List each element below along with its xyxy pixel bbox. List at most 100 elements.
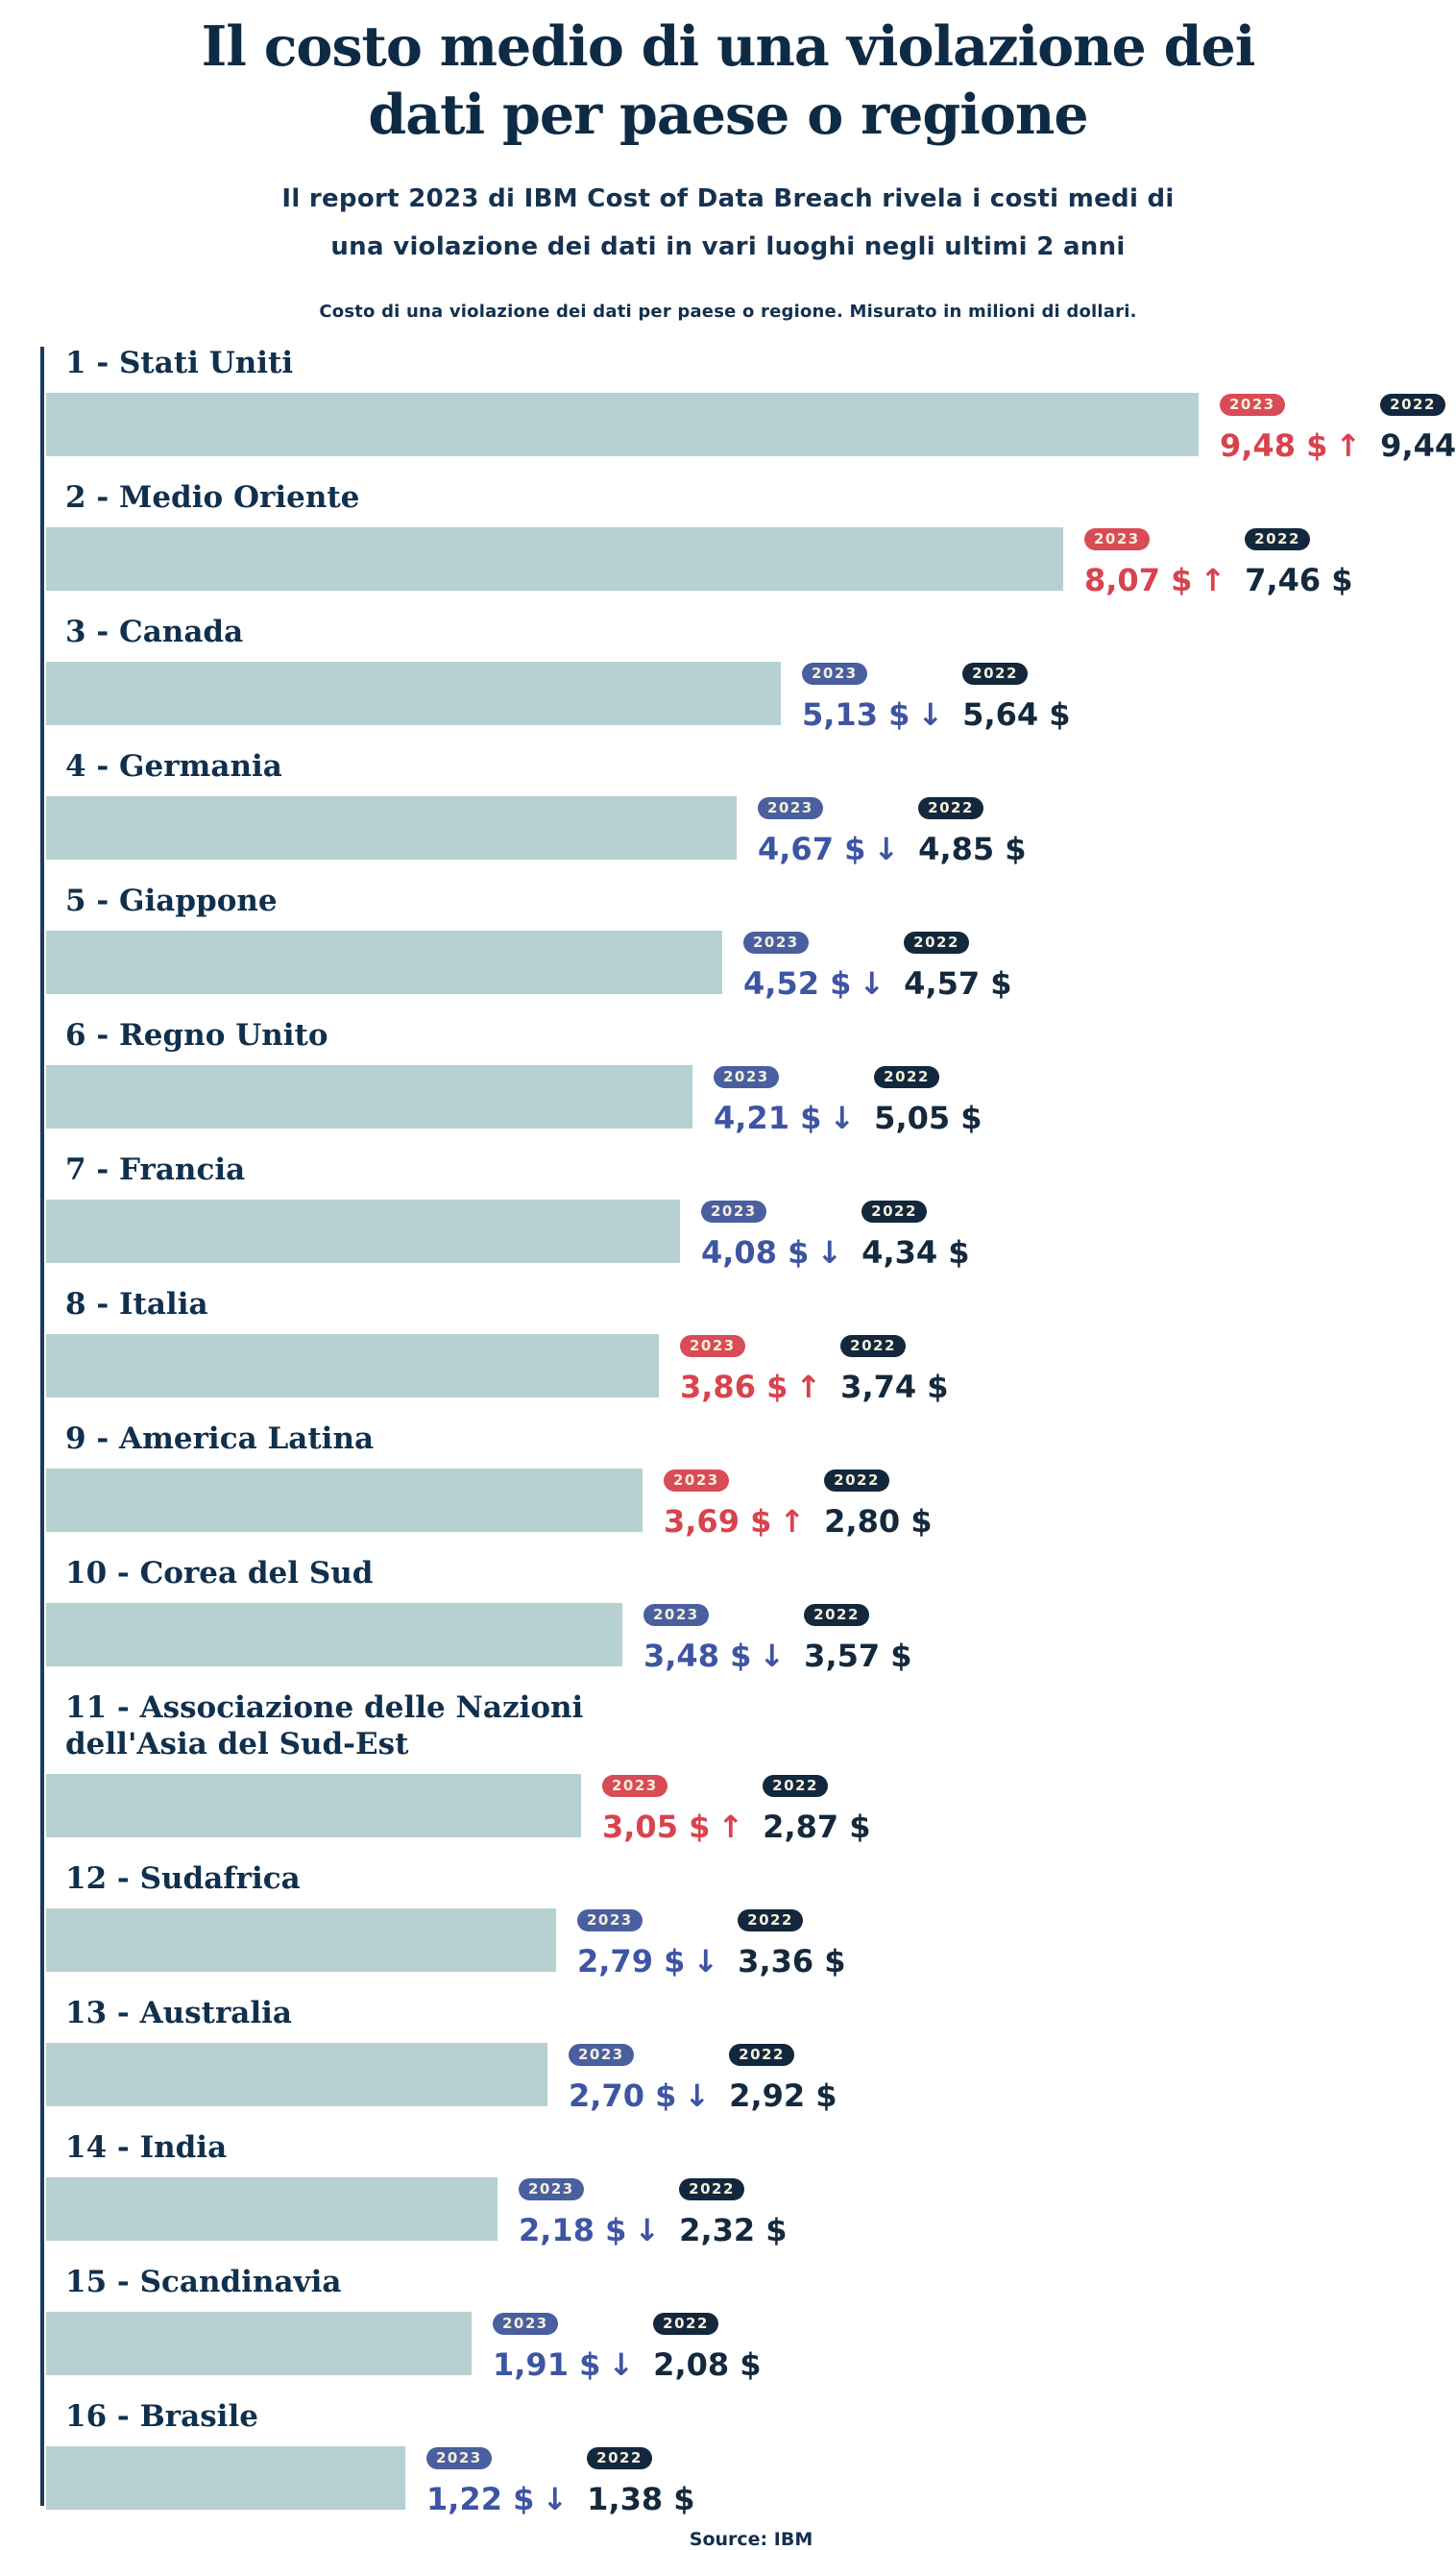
stat-2022: 2022 3,57 $ [804,1604,912,1675]
chart-row: 4 - Germania 2023 4,67 $ ↓ 2022 4,85 $ [46,748,1456,865]
value-2022: 3,74 $ [840,1369,949,1406]
row-stats: 2023 5,13 $ ↓ 2022 5,64 $ [802,662,1071,731]
badge-2023: 2023 [701,1201,766,1224]
page-subtitle-line1: Il report 2023 di IBM Cost of Data Breac… [281,184,1175,214]
trend-arrow-icon: ↓ [634,2212,661,2249]
trend-arrow-icon: ↓ [692,1943,719,1980]
bar-line: 2023 3,86 $ ↑ 2022 3,74 $ [46,1334,1456,1403]
value-2022: 5,64 $ [962,696,1071,734]
stat-2022: 2022 2,92 $ [729,2044,837,2112]
row-label: 2 - Medio Oriente [65,480,360,516]
stat-2022: 2022 2,08 $ [653,2313,762,2381]
bar [46,2446,405,2511]
row-stats: 2023 2,18 $ ↓ 2022 2,32 $ [519,2177,788,2246]
stat-2022: 2022 2,87 $ [763,1775,871,1843]
badge-2022: 2022 [824,1469,889,1493]
stat-2023: 2023 3,86 $ ↑ [680,1335,821,1403]
trend-arrow-icon: ↑ [1335,427,1362,465]
bar-line: 2023 4,21 $ ↓ 2022 5,05 $ [46,1065,1456,1134]
value-2023: 8,07 $ [1084,562,1193,599]
row-stats: 2023 2,70 $ ↓ 2022 2,92 $ [569,2043,837,2112]
chart-row: 7 - Francia 2023 4,08 $ ↓ 2022 4,34 $ [46,1152,1456,1269]
value-2022: 3,36 $ [738,1943,846,1980]
stat-2022: 2022 2,80 $ [824,1469,933,1538]
badge-2023: 2023 [577,1909,643,1932]
bar [46,2043,547,2107]
bar [46,1469,643,1533]
badge-2023: 2023 [569,2044,634,2067]
row-label: 6 - Regno Unito [65,1018,328,1054]
stat-2022: 2022 9,44 $ [1380,394,1456,462]
stat-2023: 2023 9,48 $ ↑ [1220,394,1361,462]
badge-2023: 2023 [643,1604,709,1627]
trend-arrow-icon: ↓ [816,1234,843,1272]
row-label: 16 - Brasile [65,2399,258,2435]
value-2022: 2,32 $ [679,2212,788,2249]
page-subtitle-line2: una violazione dei dati in vari luoghi n… [330,231,1126,261]
value-2023-wrap: 4,08 $ ↓ [701,1236,842,1269]
value-2023-wrap: 5,13 $ ↓ [802,698,943,731]
stat-2023: 2023 3,48 $ ↓ [643,1604,785,1672]
badge-2022: 2022 [1245,528,1310,551]
trend-arrow-icon: ↓ [759,1638,786,1675]
row-stats: 2023 4,52 $ ↓ 2022 4,57 $ [743,931,1012,1000]
chart-row: 3 - Canada 2023 5,13 $ ↓ 2022 5,64 $ [46,614,1456,731]
bar [46,2312,472,2376]
value-2023: 1,91 $ [493,2346,601,2384]
stat-2023: 2023 1,91 $ ↓ [493,2313,634,2381]
row-stats: 2023 2,79 $ ↓ 2022 3,36 $ [577,1908,846,1978]
chart-row: 13 - Australia 2023 2,70 $ ↓ 2022 2,92 $ [46,1995,1456,2112]
row-stats: 2023 4,21 $ ↓ 2022 5,05 $ [714,1065,983,1134]
chart-row: 9 - America Latina 2023 3,69 $ ↑ 2022 2,8… [46,1421,1456,1538]
value-2023: 4,08 $ [701,1234,810,1272]
value-2023-wrap: 1,22 $ ↓ [426,2483,568,2515]
value-2023-wrap: 3,48 $ ↓ [643,1639,785,1672]
chart-row: 1 - Stati Uniti 2023 9,48 $↑ 2022 9,44 $ [46,345,1456,462]
value-2022: 9,44 $ [1380,427,1456,465]
stat-2023: 2023 4,21 $ ↓ [714,1066,855,1134]
stat-2023: 2023 1,22 $ ↓ [426,2447,568,2515]
chart-row: 8 - Italia 2023 3,86 $ ↑ 2022 3,74 $ [46,1286,1456,1403]
bar [46,1200,680,1264]
row-stats: 2023 4,08 $ ↓ 2022 4,34 $ [701,1200,970,1269]
stat-2022: 2022 7,46 $ [1245,528,1353,596]
value-2023-wrap: 8,07 $ ↑ [1084,564,1225,596]
stat-2023: 2023 3,05 $ ↑ [602,1775,743,1843]
bar-line: 2023 3,48 $ ↓ 2022 3,57 $ [46,1603,1456,1672]
stat-2022: 2022 5,05 $ [874,1066,983,1137]
bar-line: 2023 2,18 $ ↓ 2022 2,32 $ [46,2177,1456,2246]
value-2023-wrap: 2,70 $ ↓ [569,2079,710,2112]
row-stats: 2023 4,67 $ ↓ 2022 4,85 $ [758,796,1027,865]
row-stats: 2023 3,69 $ ↑ 2022 2,80 $ [664,1469,933,1538]
value-2023-wrap: 3,69 $ ↑ [664,1505,805,1538]
value-2023: 4,52 $ [743,965,852,1003]
badge-2023: 2023 [802,663,867,686]
badge-2022: 2022 [763,1775,828,1798]
stat-2023: 2023 3,69 $ ↑ [664,1469,805,1538]
chart-row: 10 - Corea del Sud 2023 3,48 $ ↓ 2022 3,5… [46,1555,1456,1672]
value-2022: 4,85 $ [918,831,1027,868]
row-label: 8 - Italia [65,1287,208,1323]
stat-2023: 2023 4,67 $ ↓ [758,797,899,865]
trend-arrow-icon: ↓ [684,2077,711,2115]
row-label: 7 - Francia [65,1153,246,1188]
bar-line: 2023 8,07 $ ↑ 2022 7,46 $ [46,527,1456,596]
trend-arrow-icon: ↓ [917,696,944,734]
badge-2023: 2023 [1220,394,1285,417]
chart-row: 2 - Medio Oriente 2023 8,07 $ ↑ 2022 7,46… [46,479,1456,596]
source-label: Source: IBM [689,2529,813,2550]
value-2023-wrap: 3,86 $ ↑ [680,1371,821,1403]
bar-line: 2023 9,48 $↑ 2022 9,44 $ [46,393,1456,462]
badge-2022: 2022 [1380,394,1445,417]
badge-2022: 2022 [729,2044,794,2067]
trend-arrow-icon: ↓ [542,2481,569,2518]
value-2022: 3,57 $ [804,1638,912,1675]
badge-2023: 2023 [493,2313,558,2336]
page-title-line2: dati per paese o regione [368,82,1088,147]
value-2022: 5,05 $ [874,1100,983,1137]
bar [46,931,722,995]
bar-line: 2023 2,70 $ ↓ 2022 2,92 $ [46,2043,1456,2112]
value-2023: 3,05 $ [602,1809,711,1846]
row-label: 4 - Germania [65,749,282,785]
bar-line: 2023 4,52 $ ↓ 2022 4,57 $ [46,931,1456,1000]
